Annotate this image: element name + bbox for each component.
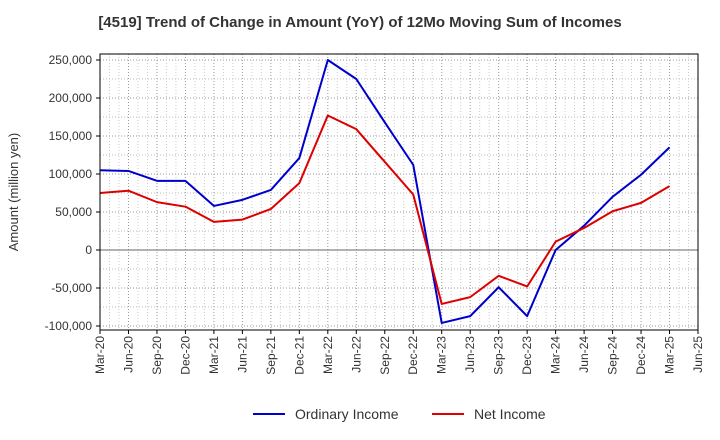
y-tick-label: -50,000 xyxy=(51,281,92,295)
plot-background xyxy=(100,54,698,330)
plot-frame xyxy=(99,53,699,331)
series-lines xyxy=(99,59,671,324)
x-tick-label: Mar-20 xyxy=(93,336,107,374)
series-line-ordinary-income xyxy=(99,59,671,324)
x-tick-label: Sep-21 xyxy=(264,336,278,375)
y-axis-label: Amount (million yen) xyxy=(6,133,21,252)
x-tick-label: Jun-21 xyxy=(235,336,249,373)
legend-label: Net Income xyxy=(474,406,546,422)
x-tick-label: Sep-23 xyxy=(492,336,506,375)
legend: Ordinary Income Net Income xyxy=(253,406,546,422)
x-tick-label: Sep-22 xyxy=(378,336,392,375)
grid-lines xyxy=(99,54,699,330)
x-tick-label: Dec-20 xyxy=(178,336,192,375)
x-tick-label: Dec-21 xyxy=(292,336,306,375)
y-tick-label: -100,000 xyxy=(45,319,93,333)
y-tick-label: 150,000 xyxy=(49,129,93,143)
x-tick-label: Sep-24 xyxy=(606,336,620,375)
x-tick-label: Jun-20 xyxy=(121,336,135,373)
chart-title: [4519] Trend of Change in Amount (YoY) o… xyxy=(98,14,622,31)
x-tick-label: Mar-21 xyxy=(207,336,221,374)
y-tick-label: 0 xyxy=(85,243,92,257)
x-tick-label: Sep-20 xyxy=(150,336,164,375)
x-axis-ticks: Mar-20 Jun-20 Sep-20 Dec-20 Mar-21 Jun-21 Sep-… xyxy=(93,330,705,375)
x-tick-label: Mar-25 xyxy=(663,336,677,374)
x-tick-label: Dec-22 xyxy=(406,336,420,375)
x-tick-label: Jun-24 xyxy=(577,336,591,373)
x-tick-label: Jun-22 xyxy=(349,336,363,373)
x-tick-label: Mar-23 xyxy=(435,336,449,374)
x-tick-label: Mar-24 xyxy=(549,336,563,374)
y-axis-ticks: -100,000 -50,000 0 50,000 100,000 150,000 200,… xyxy=(45,53,100,333)
series-line-net-income xyxy=(99,114,671,305)
legend-label: Ordinary Income xyxy=(295,406,399,422)
x-tick-label: Jun-23 xyxy=(463,336,477,373)
x-tick-label: Jun-25 xyxy=(691,336,705,373)
y-tick-label: 200,000 xyxy=(49,91,93,105)
x-tick-label: Mar-22 xyxy=(321,336,335,374)
y-tick-label: 50,000 xyxy=(55,205,92,219)
y-tick-label: 250,000 xyxy=(49,53,93,67)
x-tick-label: Dec-23 xyxy=(520,336,534,375)
y-tick-label: 100,000 xyxy=(49,167,93,181)
x-tick-label: Dec-24 xyxy=(634,336,648,375)
